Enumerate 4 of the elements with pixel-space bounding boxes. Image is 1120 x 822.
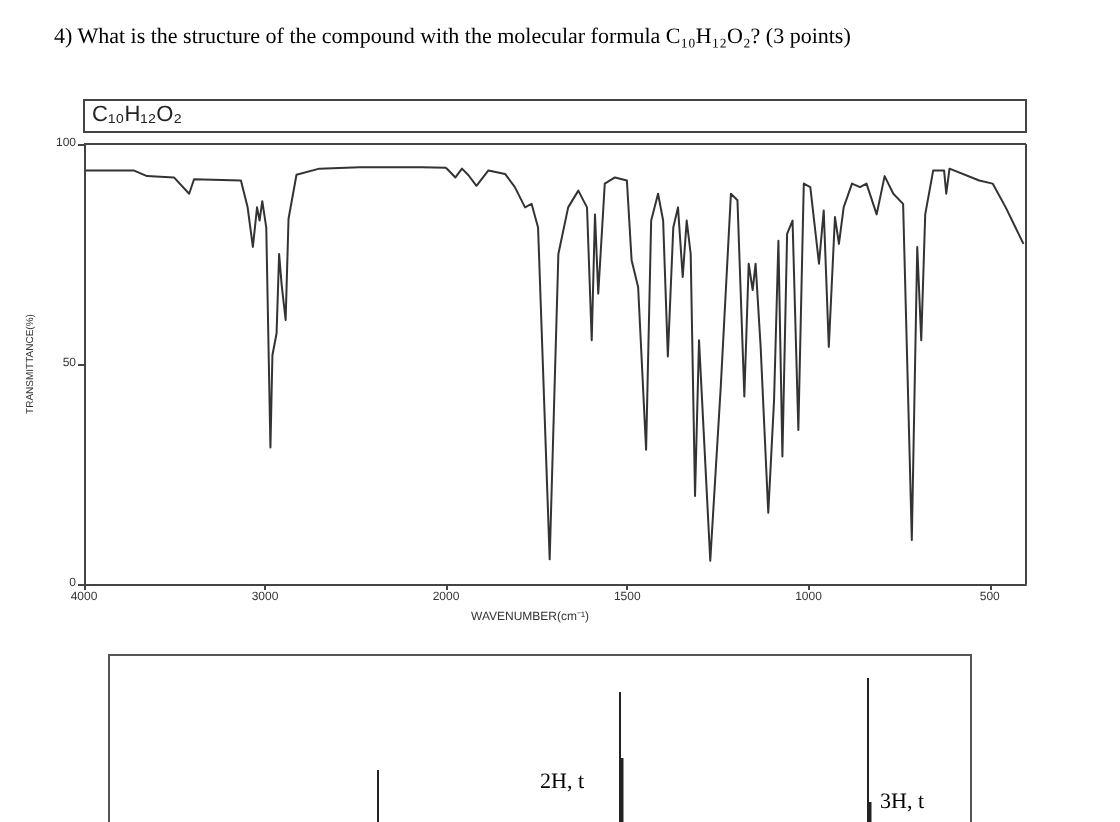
text: 2H, t [540, 770, 584, 794]
text: 3H, t [880, 790, 924, 814]
chart-title: 4) What is the structure of the compound with the molecular formula C₁₀H₁₂O₂? (3 points) [54, 25, 852, 49]
text: C₁₀H₁₂O₂ [92, 103, 182, 127]
